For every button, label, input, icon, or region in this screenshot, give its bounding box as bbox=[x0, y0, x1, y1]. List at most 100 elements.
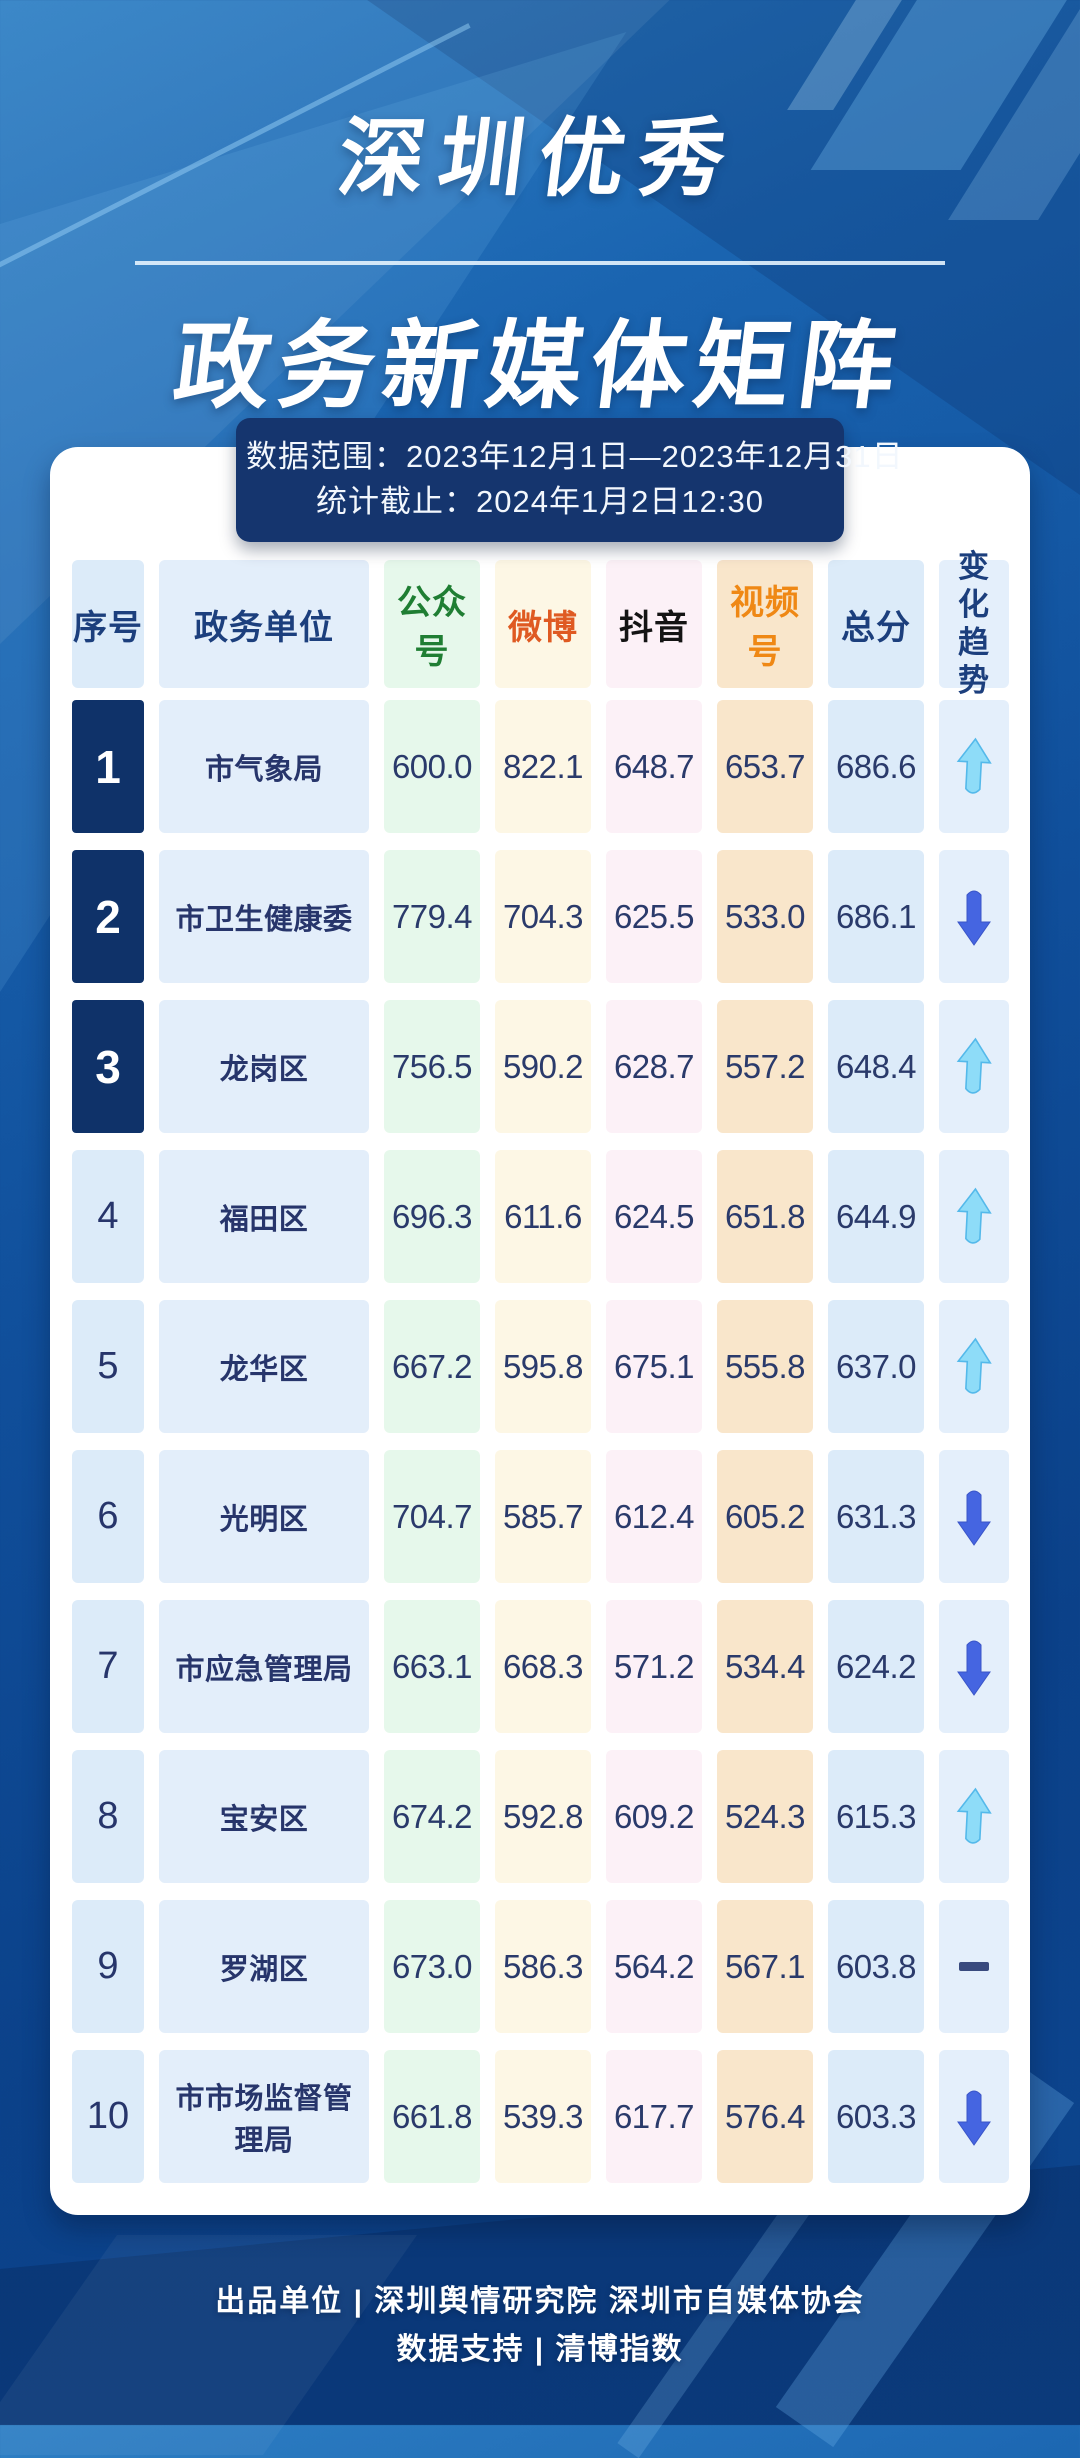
table-row: 1 市气象局 600.0 822.1 648.7 653.7 686.6 bbox=[72, 700, 1009, 833]
weibo-score-cell: 704.3 bbox=[495, 850, 591, 983]
trend-up-icon bbox=[956, 737, 992, 794]
trend-cell bbox=[939, 1450, 1009, 1583]
column-header-total: 总分 bbox=[828, 560, 924, 688]
wechat-score-cell: 696.3 bbox=[384, 1150, 480, 1283]
trend-cell bbox=[939, 1750, 1009, 1883]
trend-cell bbox=[939, 1000, 1009, 1133]
douyin-score-cell: 648.7 bbox=[606, 700, 702, 833]
table-row: 4 福田区 696.3 611.6 624.5 651.8 644.9 bbox=[72, 1150, 1009, 1283]
unit-name-cell: 市市场监督管理局 bbox=[159, 2050, 369, 2183]
trend-down-icon bbox=[957, 1490, 991, 1546]
video-score-cell: 534.4 bbox=[717, 1600, 813, 1733]
data-range-box: 数据范围：2023年12月1日—2023年12月31日 统计截止：2024年1月… bbox=[236, 418, 904, 542]
douyin-score-cell: 617.7 bbox=[606, 2050, 702, 2183]
table-row: 5 龙华区 667.2 595.8 675.1 555.8 637.0 bbox=[72, 1300, 1009, 1433]
total-score-cell: 631.3 bbox=[828, 1450, 924, 1583]
total-score-cell: 686.6 bbox=[828, 700, 924, 833]
table-row: 2 市卫生健康委 779.4 704.3 625.5 533.0 686.1 bbox=[72, 850, 1009, 983]
rank-cell: 7 bbox=[72, 1600, 144, 1733]
total-score-cell: 603.8 bbox=[828, 1900, 924, 2033]
wechat-score-cell: 756.5 bbox=[384, 1000, 480, 1133]
table-row: 9 罗湖区 673.0 586.3 564.2 567.1 603.8 bbox=[72, 1900, 1009, 2033]
douyin-score-cell: 609.2 bbox=[606, 1750, 702, 1883]
total-score-cell: 686.1 bbox=[828, 850, 924, 983]
column-header-trend: 变化趋势 bbox=[939, 549, 1009, 698]
unit-name-cell: 市气象局 bbox=[159, 700, 369, 833]
trend-cell bbox=[939, 700, 1009, 833]
total-score-cell: 624.2 bbox=[828, 1600, 924, 1733]
stat-deadline-text: 统计截止：2024年1月2日12:30 bbox=[315, 484, 765, 519]
rank-cell: 2 bbox=[72, 850, 144, 983]
column-header-rank: 序号 bbox=[72, 560, 144, 688]
douyin-score-cell: 675.1 bbox=[606, 1300, 702, 1433]
column-header-weibo: 微博 bbox=[495, 560, 591, 688]
trend-cell bbox=[939, 1150, 1009, 1283]
footer-producer-text: 出品单位 | 深圳舆情研究院 深圳市自媒体协会 bbox=[215, 2285, 865, 2318]
column-header-wechat: 公众号 bbox=[384, 560, 480, 688]
weibo-score-cell: 590.2 bbox=[495, 1000, 591, 1133]
video-score-cell: 651.8 bbox=[717, 1150, 813, 1283]
weibo-score-cell: 668.3 bbox=[495, 1600, 591, 1733]
wechat-score-cell: 661.8 bbox=[384, 2050, 480, 2183]
wechat-score-cell: 674.2 bbox=[384, 1750, 480, 1883]
table-row: 6 光明区 704.7 585.7 612.4 605.2 631.3 bbox=[72, 1450, 1009, 1583]
wechat-score-cell: 667.2 bbox=[384, 1300, 480, 1433]
column-header-douyin: 抖音 bbox=[606, 560, 702, 688]
trend-up-icon bbox=[956, 1787, 992, 1844]
video-score-cell: 576.4 bbox=[717, 2050, 813, 2183]
table-row: 10 市市场监督管理局 661.8 539.3 617.7 576.4 603.3 bbox=[72, 2050, 1009, 2183]
trend-cell bbox=[939, 850, 1009, 983]
weibo-score-cell: 586.3 bbox=[495, 1900, 591, 2033]
weibo-score-cell: 822.1 bbox=[495, 700, 591, 833]
trend-up-icon bbox=[956, 1187, 992, 1244]
rank-cell: 4 bbox=[72, 1150, 144, 1283]
rank-cell: 5 bbox=[72, 1300, 144, 1433]
trend-cell bbox=[939, 1300, 1009, 1433]
video-score-cell: 605.2 bbox=[717, 1450, 813, 1583]
total-score-cell: 644.9 bbox=[828, 1150, 924, 1283]
trend-cell bbox=[939, 1600, 1009, 1733]
video-score-cell: 533.0 bbox=[717, 850, 813, 983]
douyin-score-cell: 628.7 bbox=[606, 1000, 702, 1133]
table-row: 8 宝安区 674.2 592.8 609.2 524.3 615.3 bbox=[72, 1750, 1009, 1883]
trend-down-icon bbox=[957, 2090, 991, 2146]
weibo-score-cell: 595.8 bbox=[495, 1300, 591, 1433]
weibo-score-cell: 592.8 bbox=[495, 1750, 591, 1883]
column-header-unit: 政务单位 bbox=[159, 560, 369, 688]
ranking-table-card: 序号 政务单位 公众号 微博 抖音 视频号 总分 变化趋势 1 市气象局 600.0 822.1 64… bbox=[50, 447, 1030, 2215]
video-score-cell: 653.7 bbox=[717, 700, 813, 833]
wechat-score-cell: 704.7 bbox=[384, 1450, 480, 1583]
unit-name-cell: 龙华区 bbox=[159, 1300, 369, 1433]
wechat-score-cell: 673.0 bbox=[384, 1900, 480, 2033]
rank-cell: 8 bbox=[72, 1750, 144, 1883]
data-range-text: 数据范围：2023年12月1日—2023年12月31日 bbox=[246, 439, 904, 474]
video-score-cell: 557.2 bbox=[717, 1000, 813, 1133]
douyin-score-cell: 624.5 bbox=[606, 1150, 702, 1283]
table-row: 7 市应急管理局 663.1 668.3 571.2 534.4 624.2 bbox=[72, 1600, 1009, 1733]
rank-cell: 10 bbox=[72, 2050, 144, 2183]
rank-cell: 3 bbox=[72, 1000, 144, 1133]
weibo-score-cell: 539.3 bbox=[495, 2050, 591, 2183]
unit-name-cell: 福田区 bbox=[159, 1150, 369, 1283]
unit-name-cell: 宝安区 bbox=[159, 1750, 369, 1883]
trend-down-icon bbox=[957, 1640, 991, 1696]
page-title-line1: 深圳优秀 bbox=[333, 111, 745, 207]
trend-up-icon bbox=[956, 1037, 992, 1094]
trend-cell bbox=[939, 2050, 1009, 2183]
trend-down-icon bbox=[957, 890, 991, 946]
unit-name-cell: 光明区 bbox=[159, 1450, 369, 1583]
trend-cell bbox=[939, 1900, 1009, 2033]
trend-up-icon bbox=[956, 1337, 992, 1394]
weibo-score-cell: 585.7 bbox=[495, 1450, 591, 1583]
video-score-cell: 555.8 bbox=[717, 1300, 813, 1433]
douyin-score-cell: 564.2 bbox=[606, 1900, 702, 2033]
weibo-score-cell: 611.6 bbox=[495, 1150, 591, 1283]
unit-name-cell: 罗湖区 bbox=[159, 1900, 369, 2033]
footer-data-support-text: 数据支持 | 清博指数 bbox=[396, 2333, 684, 2366]
unit-name-cell: 市卫生健康委 bbox=[159, 850, 369, 983]
title-divider bbox=[135, 261, 945, 265]
unit-name-cell: 龙岗区 bbox=[159, 1000, 369, 1133]
page-title-line2: 政务新媒体矩阵 bbox=[168, 313, 910, 420]
table-body: 1 市气象局 600.0 822.1 648.7 653.7 686.6 2 市卫生健康委 779… bbox=[72, 700, 1009, 2183]
video-score-cell: 524.3 bbox=[717, 1750, 813, 1883]
